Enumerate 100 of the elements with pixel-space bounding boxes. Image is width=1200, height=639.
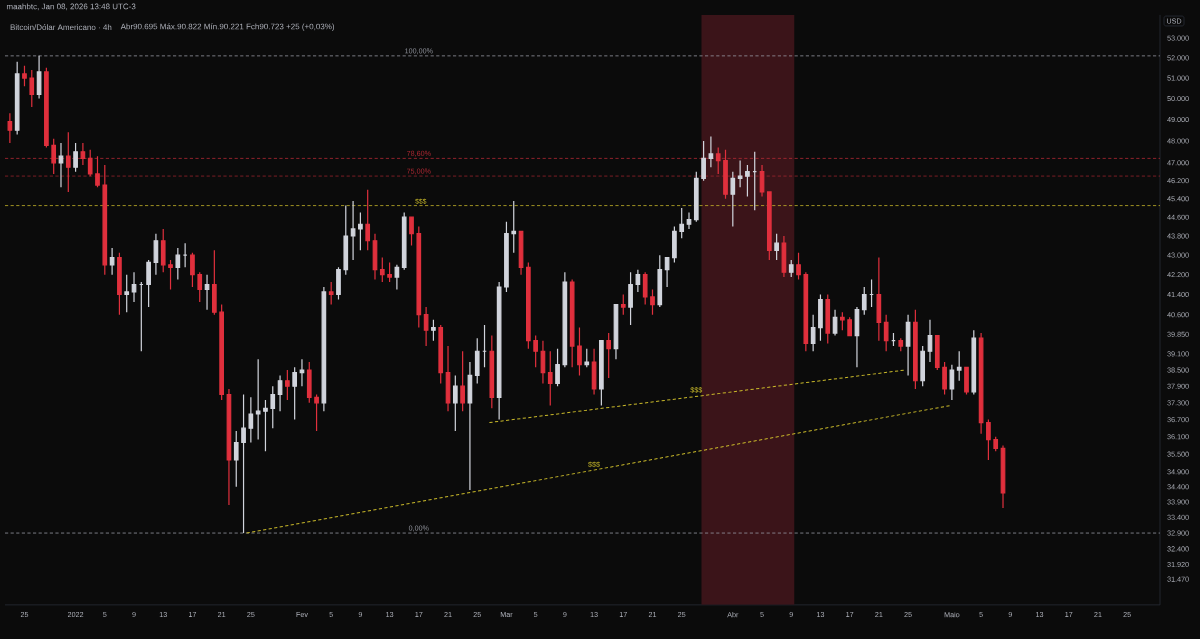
candlestick — [547, 350, 553, 407]
candlestick — [117, 252, 122, 316]
candlestick — [642, 271, 648, 306]
candlestick — [314, 393, 319, 432]
candlestick — [7, 112, 13, 144]
candlestick — [562, 271, 568, 368]
candlestick — [511, 200, 517, 254]
candlestick — [715, 146, 721, 175]
candlestick — [226, 388, 232, 506]
candlestick — [504, 221, 509, 293]
candlestick — [759, 164, 765, 198]
candlestick — [752, 151, 758, 211]
candlestick — [810, 314, 816, 352]
candlestick — [883, 314, 889, 352]
candlestick — [321, 286, 327, 412]
candlestick — [36, 55, 42, 100]
candlestick — [591, 348, 597, 396]
candlestick — [898, 337, 904, 352]
candlestick — [927, 319, 933, 363]
candlestick — [328, 281, 334, 306]
candlestick — [358, 211, 363, 251]
candlestick — [701, 140, 706, 182]
candlestick — [723, 149, 728, 200]
candlestick — [956, 350, 962, 382]
candlestick — [737, 160, 743, 188]
candlestick — [204, 274, 210, 311]
candlestick — [299, 358, 305, 387]
candlestick — [270, 385, 276, 429]
candlestick — [766, 191, 772, 261]
candlestick — [248, 396, 254, 444]
candlestick — [372, 233, 378, 281]
candlestick — [467, 361, 473, 491]
candlestick — [650, 288, 655, 316]
candlestick — [693, 171, 699, 223]
candlestick — [22, 65, 27, 87]
candlestick — [95, 155, 100, 188]
candlestick — [343, 205, 349, 276]
candlestick — [431, 319, 436, 342]
candlestick — [730, 171, 736, 228]
candlestick — [577, 327, 582, 377]
candlestick — [905, 314, 911, 377]
candlestick — [708, 136, 714, 168]
candlestick — [102, 164, 108, 276]
text: maahbtc, Jan 08, 2026 13:48 UTC-3 — [6, 3, 136, 11]
candlestick — [891, 332, 896, 347]
candlestick — [401, 211, 407, 271]
candlestick — [387, 261, 392, 283]
candlestick — [445, 345, 451, 412]
candlestick — [540, 340, 546, 385]
candlestick — [555, 348, 560, 387]
candlestick — [986, 419, 991, 461]
candlestick — [474, 337, 480, 385]
candlestick — [818, 293, 823, 342]
candlestick — [29, 69, 35, 108]
candlestick — [423, 306, 429, 347]
candlestick — [197, 271, 203, 303]
candlestick — [394, 264, 400, 291]
candlestick — [628, 271, 633, 326]
candlestick — [65, 131, 71, 193]
candlestick — [211, 249, 217, 316]
candlestick — [964, 366, 969, 396]
candlestick — [774, 233, 779, 261]
candlestick — [365, 189, 371, 251]
candlestick — [109, 247, 115, 276]
candlestick — [920, 345, 926, 387]
candlestick — [379, 256, 385, 283]
candlestick — [942, 361, 947, 396]
candlestick — [219, 303, 224, 401]
candlestick — [124, 274, 130, 313]
candlestick — [241, 393, 246, 534]
candlestick — [869, 278, 874, 308]
candlestick — [971, 329, 977, 396]
candlestick — [525, 261, 531, 350]
candlestick — [416, 225, 422, 329]
candlestick — [854, 306, 860, 368]
candlestick — [44, 67, 49, 149]
candlestick — [153, 233, 159, 276]
candlestick — [934, 335, 940, 371]
candlestick — [175, 247, 181, 281]
candlestick — [913, 309, 918, 390]
candlestick — [51, 138, 57, 175]
candlestick — [14, 61, 20, 136]
candlestick — [452, 374, 458, 432]
candlestick — [336, 266, 341, 301]
candlestick — [168, 259, 173, 291]
candlestick — [496, 281, 502, 421]
candlestick — [482, 324, 487, 368]
candlestick — [825, 293, 831, 345]
candlestick — [255, 358, 261, 441]
candlestick — [138, 281, 144, 352]
candlestick — [745, 164, 750, 198]
candlestick — [796, 252, 801, 281]
candlestick — [233, 430, 239, 488]
candlestick — [533, 335, 538, 368]
candlestick — [993, 436, 999, 452]
candlestick — [460, 350, 465, 412]
candlestick — [285, 369, 290, 401]
candlestick — [657, 254, 663, 308]
candlestick — [160, 228, 166, 273]
candlestick — [569, 278, 575, 368]
